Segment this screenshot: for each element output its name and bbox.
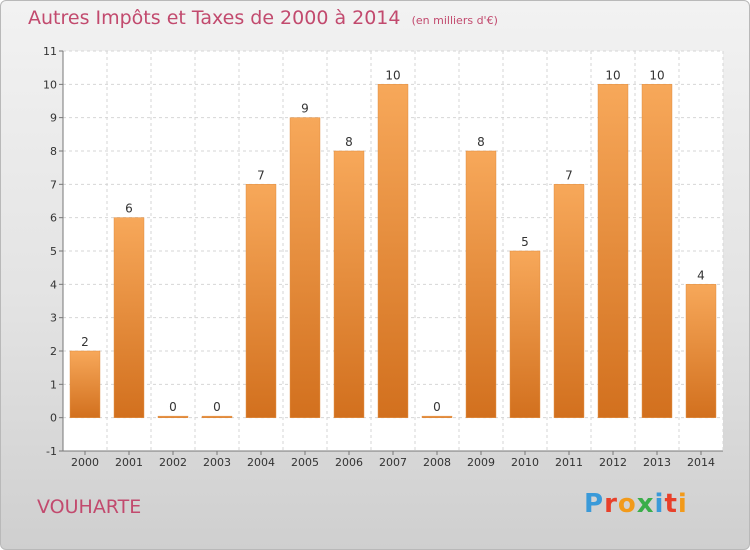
logo-letter: P — [584, 489, 605, 519]
city-name: VOUHARTE — [37, 496, 142, 518]
y-tick-label: 9 — [50, 112, 57, 125]
data-label-2000: 2 — [81, 335, 89, 349]
chart-title: Autres Impôts et Taxes de 2000 à 2014 (e… — [28, 7, 498, 29]
bar-2014 — [685, 284, 717, 418]
proxiti-logo: Proxiti — [584, 489, 688, 519]
x-tick-label-2003: 2003 — [203, 456, 231, 469]
bar-2008 — [421, 415, 453, 418]
x-tick-label-2014: 2014 — [687, 456, 715, 469]
logo-letter: i — [654, 489, 665, 519]
y-tick-label: 3 — [50, 312, 57, 325]
y-tick-label: 8 — [50, 145, 57, 158]
data-label-2010: 5 — [521, 235, 529, 249]
y-tick-label: 7 — [50, 178, 57, 191]
data-label-2011: 7 — [565, 168, 573, 182]
bar-2001 — [113, 217, 145, 418]
x-tick-label-2007: 2007 — [379, 456, 407, 469]
bar-layer — [69, 84, 717, 418]
y-tick-label: 4 — [50, 278, 57, 291]
chart-title-main: Autres Impôts et Taxes de 2000 à 2014 — [28, 7, 401, 29]
data-label-2004: 7 — [257, 168, 265, 182]
bar-2006 — [333, 150, 365, 418]
y-tick-label: 6 — [50, 212, 57, 225]
y-tick-label: 5 — [50, 245, 57, 258]
x-tick-label-2005: 2005 — [291, 456, 319, 469]
logo-letter: t — [664, 489, 678, 519]
y-tick-label: 1 — [50, 378, 57, 391]
data-label-2013: 10 — [649, 68, 664, 82]
bar-2000 — [69, 350, 101, 418]
bar-2010 — [509, 250, 541, 418]
x-tick-label-2002: 2002 — [159, 456, 187, 469]
x-tick-label-2009: 2009 — [467, 456, 495, 469]
x-tick-label-2012: 2012 — [599, 456, 627, 469]
bar-2004 — [245, 184, 277, 418]
bar-2005 — [289, 117, 321, 418]
data-label-2014: 4 — [697, 268, 705, 282]
data-label-2007: 10 — [385, 68, 400, 82]
logo-letter: r — [604, 489, 618, 519]
x-tick-label-2000: 2000 — [71, 456, 99, 469]
y-tick-label: 2 — [50, 345, 57, 358]
data-label-2009: 8 — [477, 135, 485, 149]
bar-2003 — [201, 415, 233, 418]
data-label-2002: 0 — [169, 400, 177, 414]
y-tick-label: 11 — [43, 45, 57, 58]
data-label-2012: 10 — [605, 68, 620, 82]
x-tick-label-2006: 2006 — [335, 456, 363, 469]
x-tick-label-2001: 2001 — [115, 456, 143, 469]
chart-title-unit: (en milliers d'€) — [411, 14, 498, 27]
data-label-2006: 8 — [345, 135, 353, 149]
x-tick-label-2011: 2011 — [555, 456, 583, 469]
y-tick-label: -1 — [46, 445, 57, 458]
label-layer: 2 6 0 0 7 9 8 10 0 8 5 7 10 10 4 — [81, 68, 705, 414]
bar-2002 — [157, 415, 189, 418]
data-label-2001: 6 — [125, 202, 133, 216]
bar-2011 — [553, 184, 585, 418]
data-label-2008: 0 — [433, 400, 441, 414]
logo-letter: o — [617, 489, 637, 519]
bar-2012 — [597, 84, 629, 418]
x-tick-label-2013: 2013 — [643, 456, 671, 469]
bar-2009 — [465, 150, 497, 418]
x-tick-label-2008: 2008 — [423, 456, 451, 469]
y-tick-label: 10 — [43, 78, 57, 91]
logo-letter: i — [677, 489, 688, 519]
bar-2007 — [377, 84, 409, 418]
y-tick-label: 0 — [50, 412, 57, 425]
data-label-2003: 0 — [213, 400, 221, 414]
x-tick-label-2010: 2010 — [511, 456, 539, 469]
x-tick-label-2004: 2004 — [247, 456, 275, 469]
logo-letter: x — [636, 489, 655, 519]
bar-2013 — [641, 84, 673, 418]
data-label-2005: 9 — [301, 102, 309, 116]
